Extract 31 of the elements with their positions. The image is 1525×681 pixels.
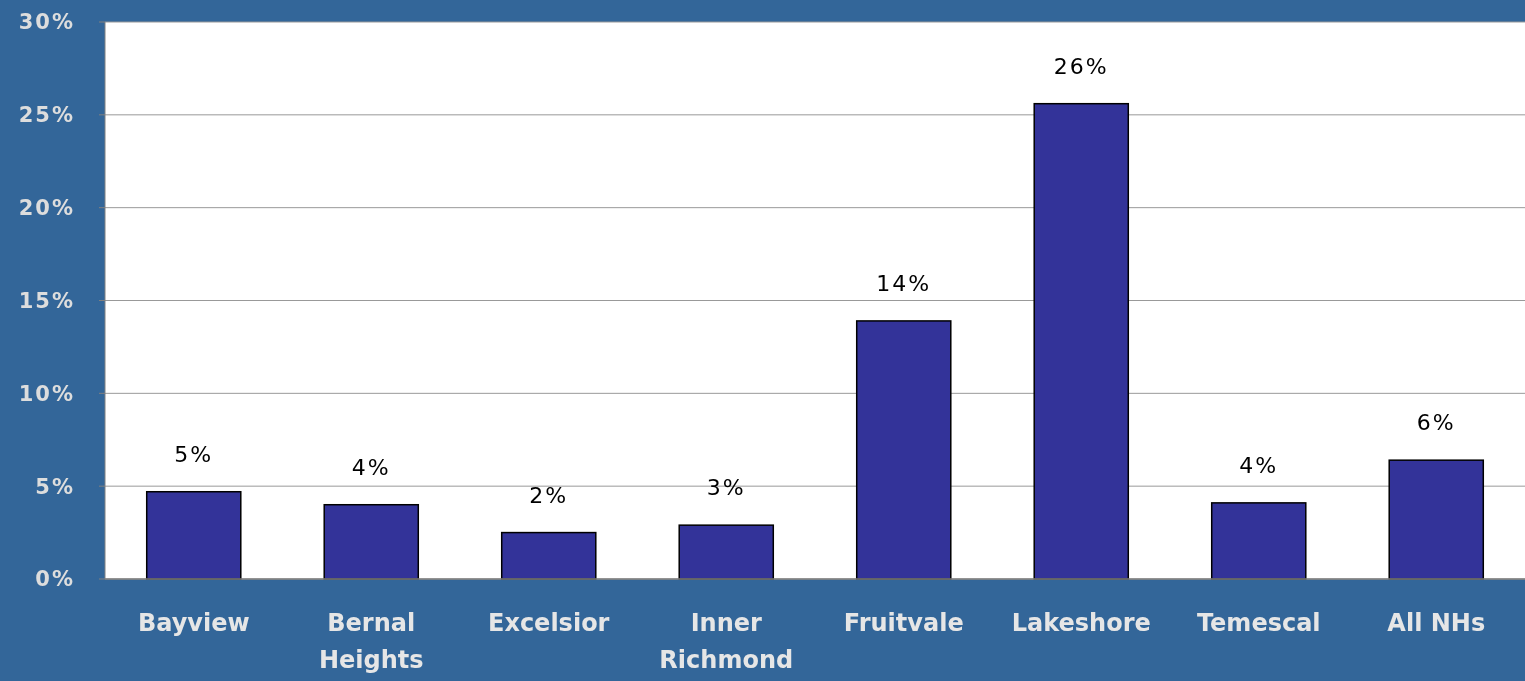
x-tick-label: Fruitvale	[843, 609, 964, 637]
data-label: 5%	[174, 441, 214, 467]
x-tick-label: Excelsior	[488, 609, 610, 637]
data-label: 6%	[1416, 410, 1456, 436]
y-tick-label: 5%	[35, 474, 75, 499]
bar	[855, 320, 952, 580]
data-label: 14%	[876, 270, 932, 296]
bar	[500, 531, 597, 580]
data-label: 4%	[1239, 452, 1279, 478]
bar	[1033, 102, 1130, 580]
data-label: 2%	[529, 482, 569, 508]
data-label: 3%	[706, 475, 746, 501]
y-tick-label: 30%	[18, 10, 75, 35]
bar	[145, 490, 242, 580]
x-tick-label: Inner Richmond	[659, 609, 794, 674]
data-label: 4%	[351, 454, 391, 480]
bar	[678, 524, 775, 580]
x-tick-label: Lakeshore	[1011, 609, 1151, 637]
x-tick-label: Temescal	[1196, 609, 1321, 637]
y-tick-label: 15%	[18, 288, 75, 313]
y-tick-label: 10%	[18, 381, 75, 406]
bar	[1388, 459, 1485, 580]
bar	[323, 503, 420, 580]
x-tick-label: Bayview	[137, 609, 250, 637]
data-label: 26%	[1053, 53, 1109, 79]
y-tick-label: 20%	[18, 196, 75, 221]
bar	[1210, 502, 1307, 580]
x-tick-label: All NHs	[1387, 609, 1486, 637]
y-tick-label: 25%	[18, 103, 75, 128]
y-tick-label: 0%	[35, 567, 75, 592]
x-tick-label: Bernal Heights	[318, 609, 424, 674]
